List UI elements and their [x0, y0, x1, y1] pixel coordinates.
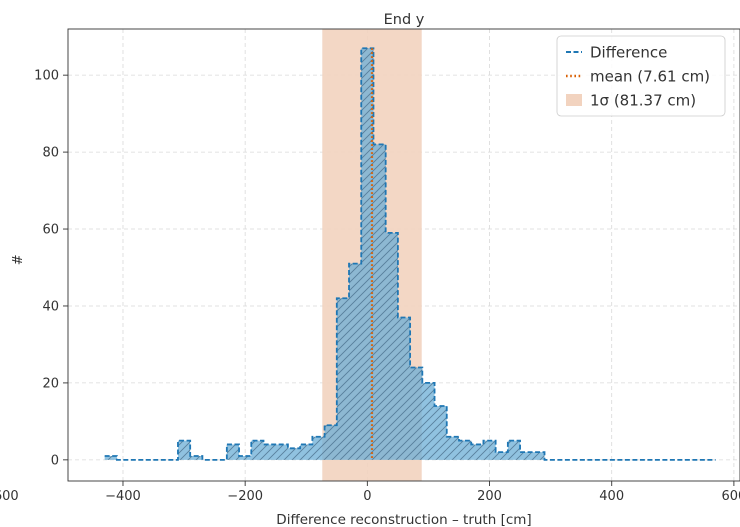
histogram-hatch — [104, 48, 716, 460]
y-tick-label: 0 — [51, 453, 59, 468]
y-axis-ticks: 0 20 40 60 80 100 — [34, 69, 68, 468]
y-tick-label: 100 — [34, 69, 59, 84]
y-tick-label: 60 — [42, 223, 59, 238]
legend-label-mean: mean (7.61 cm) — [590, 68, 710, 86]
y-tick-label: 80 — [42, 146, 59, 161]
legend-box — [556, 35, 726, 117]
chart-title: End y — [384, 12, 425, 28]
legend-swatch-sigma — [566, 94, 582, 106]
legend: Difference mean (7.61 cm) 1σ (81.37 cm) — [556, 35, 726, 117]
y-tick-label: 40 — [42, 299, 59, 314]
x-tick-label: −600 — [0, 489, 19, 504]
histogram-step-line — [104, 47, 716, 461]
y-tick-label: 20 — [42, 376, 59, 391]
x-tick-label: −200 — [227, 489, 263, 504]
x-axis-label: Difference reconstruction – truth [cm] — [276, 512, 531, 527]
y-axis-label: # — [11, 254, 26, 265]
x-tick-label: −400 — [105, 489, 141, 504]
x-tick-label: 400 — [599, 489, 624, 504]
x-tick-label: 200 — [477, 489, 502, 504]
plot-frame — [67, 28, 740, 482]
x-axis-ticks: −600 −400 −200 0 200 400 600 — [0, 481, 740, 504]
legend-label-sigma: 1σ (81.37 cm) — [590, 92, 696, 110]
x-tick-label: 600 — [721, 489, 740, 504]
legend-label-difference: Difference — [590, 44, 667, 62]
x-tick-label: 0 — [363, 489, 371, 504]
